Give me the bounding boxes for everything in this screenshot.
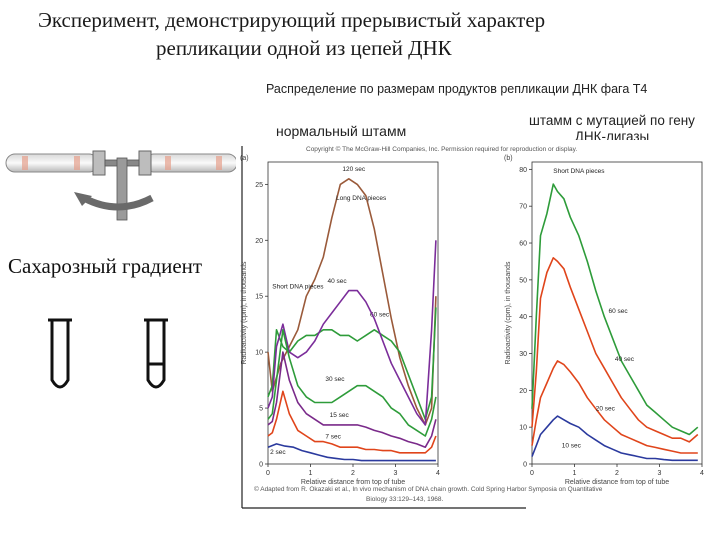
strain-mutant-line1: штамм с мутацией по гену <box>529 113 695 128</box>
x-tick-label: 3 <box>394 470 398 477</box>
y-tick-label: 25 <box>255 182 263 189</box>
y-axis-label: Radioactivity (cpm), in thousands <box>505 261 512 365</box>
series-label-7-sec: 7 sec <box>325 433 341 440</box>
series-label-60-sec: 60 sec <box>370 311 390 318</box>
series-label-10-sec: 10 sec <box>562 442 582 449</box>
rotation-arrowhead <box>74 192 92 206</box>
panel-label: (b) <box>504 155 513 162</box>
y-axis-label: Radioactivity (cpm), in thousands <box>241 261 248 365</box>
panel-b: (b) 0 10 20 30 40 50 60 70 80 0 1 2 3 4 Relative distan… <box>504 155 704 486</box>
panel-a: (a) 0 5 10 15 20 25 0 1 2 3 4 Relative distance from… <box>240 155 440 486</box>
x-tick-label: 1 <box>309 470 313 477</box>
y-tick-label: 60 <box>519 241 527 248</box>
rotor-shaft <box>116 157 128 221</box>
slide-title-line1: Эксперимент, демонстрирующий прерывистый… <box>38 8 546 32</box>
y-tick-label: 10 <box>519 425 527 432</box>
y-tick-label: 10 <box>255 350 263 357</box>
chart-subtitle: Распределение по размерам продуктов репл… <box>266 82 648 96</box>
y-tick-label: 50 <box>519 277 527 284</box>
y-tick-label: 80 <box>519 167 527 174</box>
series-line-7-sec <box>267 390 437 454</box>
x-tick-label: 2 <box>615 470 619 477</box>
x-tick-label: 0 <box>530 470 534 477</box>
x-tick-label: 3 <box>658 470 662 477</box>
copyright-line: Copyright © The McGraw-Hill Companies, I… <box>306 145 577 153</box>
series-label-20-sec: 20 sec <box>596 406 616 413</box>
series-label-60-sec: 60 sec <box>609 308 629 315</box>
y-tick-label: 15 <box>255 294 263 301</box>
series-line-30-sec <box>267 329 437 437</box>
y-tick-label: 0 <box>523 462 527 469</box>
y-tick-label: 5 <box>259 406 263 413</box>
tube-left <box>48 318 72 389</box>
y-tick-label: 0 <box>259 462 263 469</box>
y-tick-label: 20 <box>255 238 263 245</box>
left-tube <box>5 150 106 176</box>
series-label-40-sec: 40 sec <box>615 356 635 363</box>
x-tick-label: 4 <box>436 470 440 477</box>
series-label-120-sec: 120 sec <box>342 166 366 173</box>
series-label-15-sec: 15 sec <box>330 412 350 419</box>
series-line-40-sec <box>267 240 437 426</box>
x-tick-label: 0 <box>266 470 270 477</box>
y-tick-label: 20 <box>519 388 527 395</box>
gradient-tubes <box>48 318 168 389</box>
series-line-120-sec <box>267 178 437 426</box>
x-tick-label: 1 <box>573 470 577 477</box>
series-line-40-sec <box>531 257 699 443</box>
rotation-arrow <box>82 194 154 211</box>
series-label-30-sec: 30 sec <box>325 376 345 383</box>
slide-title-line2: репликации одной из цепей ДНК <box>156 36 452 60</box>
x-tick-label: 2 <box>351 470 355 477</box>
series-label-2-sec: 2 sec <box>270 449 286 456</box>
tube-right <box>144 318 168 389</box>
series-line-10-sec <box>531 415 698 462</box>
y-tick-label: 40 <box>519 314 527 321</box>
x-axis-label: Relative distance from top of tube <box>301 479 405 486</box>
annotation-label: Long DNA pieces <box>336 195 387 202</box>
series-line-2-sec <box>267 443 436 462</box>
sucrose-gradient-label: Сахарозный градиент <box>8 254 203 278</box>
centrifuge-illustration <box>5 150 238 221</box>
y-tick-label: 70 <box>519 204 527 211</box>
series-line-20-sec <box>531 360 698 454</box>
right-tube <box>138 150 238 176</box>
figure-panels: Copyright © The McGraw-Hill Companies, I… <box>236 140 720 510</box>
panel-label: (a) <box>240 155 249 162</box>
annotation-label: Short DNA pieces <box>272 283 324 290</box>
annotation-label: Short DNA pieces <box>553 168 605 175</box>
credit-line2: Biology 33:129–143, 1968. <box>366 496 444 503</box>
strain-normal-label: нормальный штамм <box>276 123 407 139</box>
y-tick-label: 30 <box>519 351 527 358</box>
x-axis-label: Relative distance from top of tube <box>565 479 669 486</box>
series-line-15-sec <box>267 351 437 448</box>
series-label-40-sec: 40 sec <box>328 278 348 285</box>
credit-line1: © Adapted from R. Okazaki et al., In viv… <box>254 485 603 493</box>
x-tick-label: 4 <box>700 470 704 477</box>
series-line-60-sec <box>531 183 699 436</box>
